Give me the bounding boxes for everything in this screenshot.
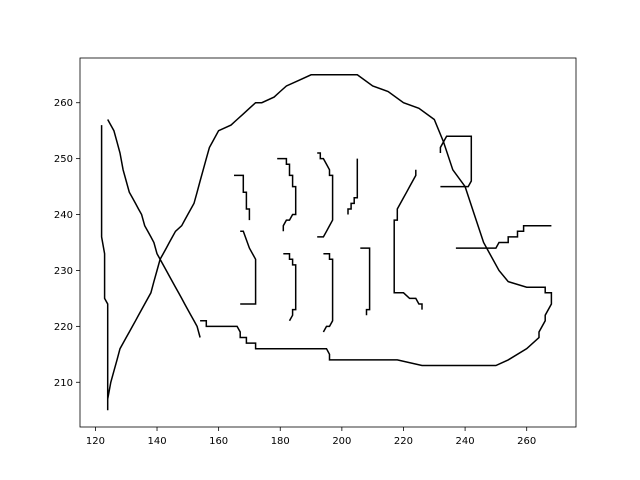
y-tick-label: 260: [54, 98, 73, 109]
series-layer: [100, 74, 553, 411]
series-fin-line: [100, 125, 109, 411]
y-tick-label: 240: [54, 210, 73, 221]
series-mark-7: [347, 158, 359, 215]
series-mark-9: [393, 169, 423, 310]
x-axis-ticks: 120 140 160 180 200 220 240 260: [86, 427, 536, 447]
y-tick-label: 230: [54, 266, 73, 277]
series-mark-5: [317, 152, 334, 238]
y-axis-ticks: 210 220 230 240 250 260: [54, 98, 80, 389]
x-tick-label: 220: [394, 436, 413, 447]
series-eye: [439, 135, 473, 188]
x-tick-label: 200: [332, 436, 351, 447]
x-tick-label: 260: [517, 436, 536, 447]
series-mark-6: [322, 252, 334, 333]
series-mark-8: [360, 247, 371, 316]
series-mark-2: [240, 230, 257, 305]
x-tick-label: 160: [209, 436, 228, 447]
series-mark-10: [455, 224, 552, 249]
series-mark-3: [277, 157, 297, 232]
y-tick-label: 250: [54, 154, 73, 165]
y-tick-label: 220: [54, 322, 73, 333]
series-mark-4: [283, 252, 297, 322]
axes-frame: [79, 57, 577, 428]
series-fin-upper: [107, 119, 201, 338]
x-tick-label: 240: [456, 436, 475, 447]
x-tick-label: 120: [86, 436, 105, 447]
series-mark-1: [234, 174, 251, 221]
x-tick-label: 140: [147, 436, 166, 447]
y-tick-label: 210: [54, 378, 73, 389]
x-tick-label: 180: [271, 436, 290, 447]
